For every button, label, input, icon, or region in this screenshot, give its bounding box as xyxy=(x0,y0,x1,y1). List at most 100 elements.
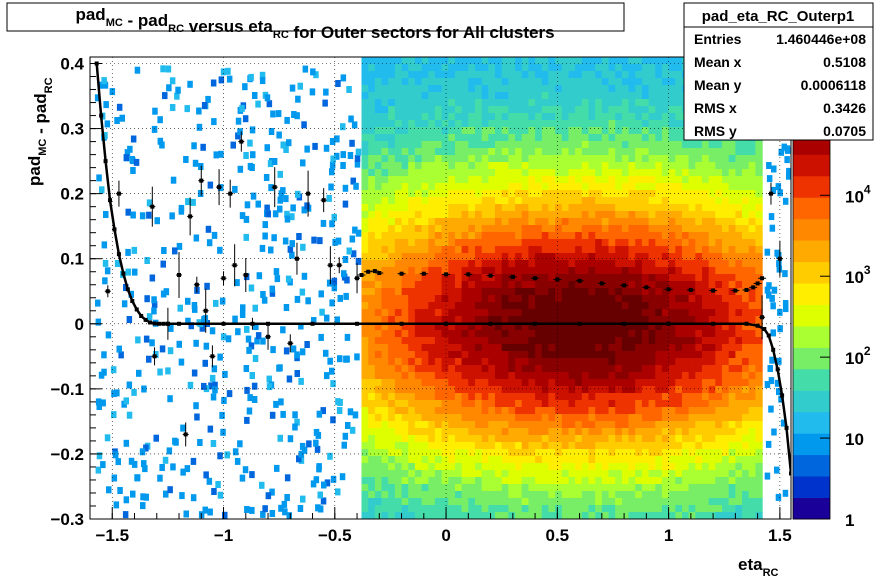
sparse-cell xyxy=(292,423,298,431)
band-cell xyxy=(595,407,603,415)
band-cell xyxy=(668,148,676,156)
band-cell xyxy=(635,505,643,513)
band-cell xyxy=(521,78,529,86)
band-cell xyxy=(561,204,570,212)
band-cell xyxy=(455,449,463,457)
band-cell xyxy=(388,267,396,275)
sparse-cell xyxy=(123,284,129,291)
band-cell xyxy=(475,71,483,79)
band-cell xyxy=(408,358,416,366)
band-cell xyxy=(374,274,383,282)
band-cell xyxy=(381,260,389,268)
band-cell xyxy=(728,323,736,331)
rms-point xyxy=(751,285,756,290)
band-cell xyxy=(401,484,409,492)
band-cell xyxy=(361,78,369,86)
band-cell xyxy=(541,57,550,65)
band-cell xyxy=(615,421,623,429)
band-cell xyxy=(521,295,529,303)
band-cell xyxy=(501,344,509,352)
mean-profile-point xyxy=(139,313,144,318)
band-cell xyxy=(381,414,389,422)
band-cell xyxy=(421,477,429,485)
band-cell xyxy=(588,260,596,268)
band-cell xyxy=(468,106,476,114)
band-cell xyxy=(601,379,610,387)
band-cell xyxy=(455,323,463,331)
band-cell xyxy=(688,323,696,331)
band-cell xyxy=(481,134,489,142)
band-cell xyxy=(615,134,623,142)
sparse-cell xyxy=(115,458,121,466)
band-cell xyxy=(655,204,663,212)
band-cell xyxy=(755,169,763,177)
band-cell xyxy=(688,400,696,408)
sparse-cell xyxy=(329,367,335,375)
band-cell xyxy=(374,281,383,289)
band-cell xyxy=(481,323,489,331)
band-cell xyxy=(742,491,750,499)
band-cell xyxy=(595,351,603,359)
band-cell xyxy=(695,428,703,436)
band-cell xyxy=(715,386,723,394)
band-cell xyxy=(581,148,590,156)
band-cell xyxy=(595,232,603,240)
band-cell xyxy=(501,106,509,114)
sparse-point xyxy=(239,139,244,144)
band-cell xyxy=(748,351,756,359)
band-cell xyxy=(588,295,596,303)
band-cell xyxy=(748,155,756,163)
band-cell xyxy=(675,498,683,506)
band-cell xyxy=(461,428,469,436)
band-cell xyxy=(441,330,449,338)
band-cell xyxy=(388,162,396,170)
band-cell xyxy=(555,491,563,499)
band-cell xyxy=(702,428,710,436)
band-cell xyxy=(742,477,750,485)
band-cell xyxy=(521,491,529,499)
sparse-cell xyxy=(776,357,782,365)
band-cell xyxy=(528,386,536,394)
band-cell xyxy=(728,316,736,324)
sparse-cell xyxy=(126,316,133,323)
sparse-cell xyxy=(353,182,359,190)
sparse-cell xyxy=(311,317,317,324)
band-cell xyxy=(668,176,676,184)
band-cell xyxy=(428,85,436,93)
band-cell xyxy=(561,414,570,422)
band-cell xyxy=(414,365,423,373)
band-cell xyxy=(528,295,536,303)
band-cell xyxy=(401,176,409,184)
band-cell xyxy=(575,295,583,303)
band-cell xyxy=(555,302,563,310)
sparse-cell xyxy=(255,200,261,208)
band-cell xyxy=(548,78,556,86)
band-cell xyxy=(668,407,676,415)
band-cell xyxy=(368,99,376,107)
band-cell xyxy=(561,498,570,506)
band-cell xyxy=(641,64,650,72)
band-cell xyxy=(414,295,423,303)
band-cell xyxy=(481,414,489,422)
band-cell xyxy=(521,470,529,478)
band-cell xyxy=(488,211,496,219)
band-cell xyxy=(575,57,583,65)
band-cell xyxy=(381,99,389,107)
stats-row-value: 0.0006118 xyxy=(801,77,867,93)
band-cell xyxy=(621,85,630,93)
sparse-cell xyxy=(198,163,204,170)
band-cell xyxy=(541,351,550,359)
band-cell xyxy=(742,484,750,492)
band-cell xyxy=(648,351,656,359)
x-axis-label: etaRC xyxy=(738,555,779,578)
sparse-cell xyxy=(265,210,271,218)
band-cell xyxy=(595,127,603,135)
band-cell xyxy=(535,225,543,233)
band-cell xyxy=(668,183,676,191)
band-cell xyxy=(588,379,596,387)
band-cell xyxy=(481,344,489,352)
band-cell xyxy=(528,512,536,519)
sparse-cell xyxy=(326,194,332,202)
band-cell xyxy=(461,267,469,275)
band-cell xyxy=(488,85,496,93)
